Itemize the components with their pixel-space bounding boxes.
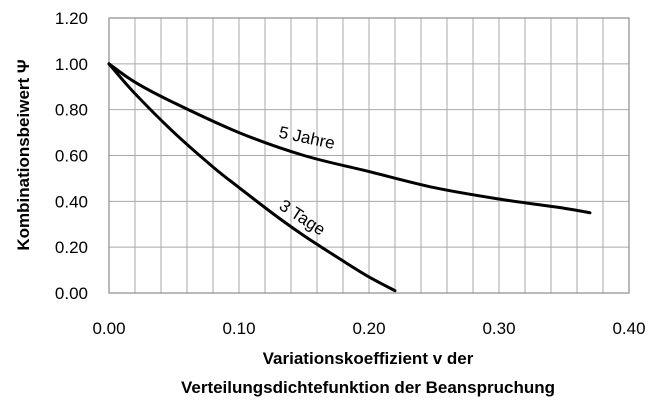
x-axis-title-line-1: Variationskoeffizient v der — [263, 349, 474, 368]
y-tick-label: 0.60 — [55, 147, 88, 166]
y-tick-label: 0.20 — [55, 238, 88, 257]
x-tick-label: 0.20 — [352, 319, 385, 338]
y-tick-label: 1.00 — [55, 55, 88, 74]
y-tick-label: 1.20 — [55, 9, 88, 28]
x-tick-labels: 0.00 0.10 0.20 0.30 0.40 — [92, 319, 645, 338]
x-tick-label: 0.10 — [222, 319, 255, 338]
series-line-5-jahre — [107, 62, 592, 215]
horizontal-gridlines — [109, 63, 629, 248]
y-axis-title: Kombinationsbeiwert Ψ — [14, 59, 33, 250]
y-tick-label: 0.80 — [55, 101, 88, 120]
plot-area-frame — [108, 17, 630, 294]
x-tick-label: 0.00 — [92, 319, 125, 338]
y-tick-labels: 0.00 0.20 0.40 0.60 0.80 1.00 1.20 — [55, 9, 88, 303]
x-tick-label: 0.40 — [612, 319, 645, 338]
series-line-3-tage — [107, 62, 397, 293]
x-axis-title-line-2: Verteilungsdichtefunktion der Beanspruch… — [181, 378, 555, 397]
y-tick-label: 0.40 — [55, 192, 88, 211]
x-tick-label: 0.30 — [482, 319, 515, 338]
y-tick-label: 0.00 — [55, 284, 88, 303]
